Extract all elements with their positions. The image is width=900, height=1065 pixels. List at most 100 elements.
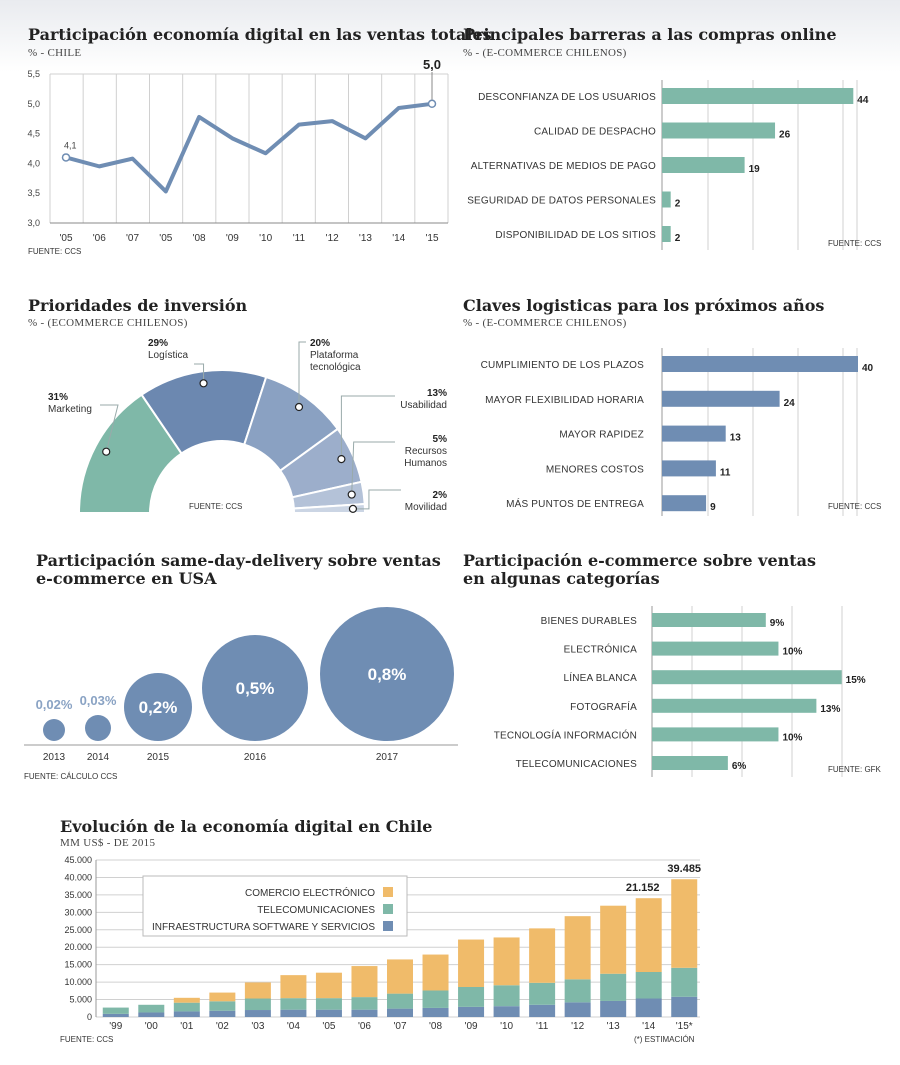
bar-value-label: 15% (846, 675, 866, 686)
x-tick-label: '14 (642, 1021, 655, 1032)
leader-line (352, 489, 401, 510)
bar (662, 226, 671, 242)
chart6-title-line2: en algunas categorías (463, 569, 660, 588)
stacked-bar-segment (564, 979, 591, 1003)
slice-percent-label: 31% (48, 392, 68, 403)
legend-swatch (383, 904, 393, 914)
first-value-label: 4,1 (64, 140, 77, 150)
stacked-bar-segment (138, 1012, 165, 1017)
slice-label: Marketing (48, 404, 92, 415)
bar-category-label: MENORES COSTOS (546, 464, 644, 475)
stacked-bar-segment (173, 997, 200, 1003)
x-tick-label: '13 (359, 233, 372, 244)
slice-marker (347, 490, 356, 499)
chart1-subtitle: % - CHILE (28, 47, 82, 59)
slice-label: Humanos (404, 458, 447, 469)
stacked-bar-segment (529, 928, 556, 983)
x-tick-label: '06 (93, 233, 106, 244)
bar (652, 756, 728, 770)
stacked-bar-segment (564, 916, 591, 980)
bar (662, 191, 671, 208)
bar (662, 356, 858, 372)
bar (652, 670, 842, 685)
bar (662, 88, 854, 104)
legend-box (142, 875, 408, 937)
chart1-source: FUENTE: CCS (28, 247, 82, 256)
stacked-bar-segment (315, 1009, 342, 1017)
x-tick-label: '08 (193, 233, 206, 244)
bar-category-label: DISPONIBILIDAD DE LOS SITIOS (495, 230, 656, 241)
bar-category-label: BIENES DURABLES (541, 616, 637, 627)
stacked-bar-segment (280, 998, 307, 1010)
categories-bar-chart: BIENES DURABLES 9% ELECTRÓNICA 10% LÍNEA BLA… (494, 606, 866, 777)
x-tick-label: '09 (465, 1021, 478, 1032)
stacked-bar-segment (315, 972, 342, 999)
y-tick-label: 45.000 (64, 855, 92, 865)
bar-value-label: 2 (675, 233, 681, 244)
bar-category-label: ELECTRÓNICA (564, 643, 637, 656)
stacked-bar-segment (244, 998, 271, 1011)
bubble-value-label: 0,5% (236, 679, 275, 698)
slice-marker (199, 379, 208, 388)
slice-label: Movilidad (405, 502, 447, 513)
bar-value-label: 40 (862, 363, 874, 374)
slice-label: Usabilidad (400, 400, 447, 411)
slice-label: Logística (148, 350, 188, 361)
y-tick-label: 10.000 (64, 977, 92, 987)
slice-percent-label: 13% (427, 388, 447, 399)
bubble (202, 635, 308, 741)
legend-label: INFRAESTRUCTURA SOFTWARE Y SERVICIOS (152, 922, 375, 933)
stacked-bar-segment (387, 993, 413, 1009)
legend-swatch (383, 921, 393, 931)
bar-value-label: 9% (770, 618, 785, 629)
total-value-label: 39.485 (667, 863, 701, 875)
stacked-bar-segment (635, 971, 662, 999)
x-tick-label: '09 (226, 233, 239, 244)
x-tick-label: '10 (259, 233, 272, 244)
stacked-bar-segment (280, 975, 307, 999)
stacked-bar-segment (102, 1013, 129, 1017)
stacked-bar-chart: 0 5.000 10.000 15.000 20.000 25.000 30.000 35.0… (64, 855, 701, 1032)
chart3-source: FUENTE: CCS (189, 502, 243, 511)
bubble-value-label: 0,8% (368, 665, 407, 684)
bar-category-label: TELECOMUNICACIONES (516, 759, 638, 770)
slice-label: tecnológica (310, 362, 361, 373)
stacked-bar-segment (244, 982, 271, 999)
x-tick-label: '12 (571, 1021, 584, 1032)
x-tick-label: '99 (109, 1021, 122, 1032)
slice-marker (337, 454, 346, 464)
bar-category-label: CALIDAD DE DESPACHO (534, 127, 656, 138)
x-tick-label: 2017 (376, 752, 399, 763)
logistics-bar-chart: CUMPLIMIENTO DE LOS PLAZOS 40 MAYOR FLEXIB… (481, 348, 874, 516)
stacked-bar-segment (529, 982, 556, 1005)
chart5-title-line1: Participación same-day-delivery sobre ve… (36, 551, 441, 570)
chart4-source: FUENTE: CCS (828, 502, 882, 511)
bar (662, 425, 726, 442)
slice-label: Recursos (405, 446, 447, 457)
slice-percent-label: 20% (310, 338, 330, 349)
bar-category-label: TECNOLOGÍA INFORMACIÓN (494, 728, 637, 741)
y-tick-label: 5,5 (27, 69, 40, 79)
chart2-title: Principales barreras a las compras onlin… (463, 25, 837, 44)
x-tick-label: '07 (126, 233, 139, 244)
bar-value-label: 26 (779, 130, 791, 141)
x-tick-label: '05 (59, 233, 72, 244)
y-tick-label: 30.000 (64, 907, 92, 917)
stacked-bar-segment (173, 1011, 200, 1017)
x-tick-label: '00 (145, 1021, 158, 1032)
x-tick-label: '04 (287, 1021, 300, 1032)
slice-marker (294, 402, 304, 412)
slice-label: Plataforma (310, 350, 359, 361)
bar-category-label: MAYOR FLEXIBILIDAD HORARIA (485, 395, 644, 406)
stacked-bar-segment (280, 1009, 307, 1017)
bubble-value-label: 0,03% (80, 693, 117, 708)
stacked-bar-segment (529, 1004, 556, 1017)
legend-swatch (383, 887, 393, 897)
chart6-source: FUENTE: GFK (828, 765, 881, 774)
y-tick-label: 40.000 (64, 872, 92, 882)
x-tick-label: '15 (425, 233, 438, 244)
y-tick-label: 25.000 (64, 925, 92, 935)
chart1-title: Participación economía digital en las ve… (28, 25, 492, 44)
bar-value-label: 24 (784, 398, 796, 409)
stacked-bar-segment (600, 905, 627, 974)
